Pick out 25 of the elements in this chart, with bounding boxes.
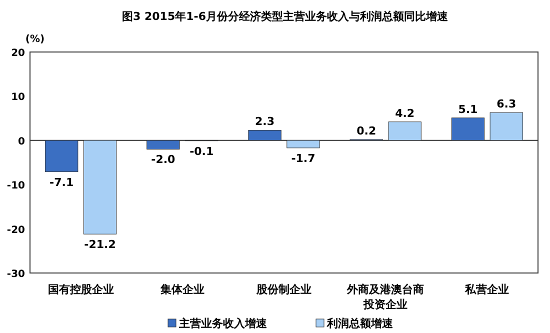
x-tick-label: 私营企业 xyxy=(464,283,510,296)
data-label: 0.2 xyxy=(356,124,376,138)
data-label: 6.3 xyxy=(496,98,516,111)
y-tick-label: -10 xyxy=(6,180,26,192)
legend-label: 主营业务收入增速 xyxy=(178,317,268,330)
data-label: -2.0 xyxy=(151,153,176,166)
data-label: 2.3 xyxy=(255,115,275,128)
data-label: -1.7 xyxy=(291,152,316,165)
y-tick-label: 20 xyxy=(11,48,26,59)
data-label: 4.2 xyxy=(395,106,415,120)
y-axis-title: (%) xyxy=(25,34,45,45)
y-tick-label: 0 xyxy=(18,136,26,148)
x-tick-label: 股份制企业 xyxy=(256,283,312,296)
legend-label: 利润总额增速 xyxy=(326,317,394,330)
y-tick-label: 10 xyxy=(11,92,26,104)
y-tick-label: -20 xyxy=(6,224,26,236)
chart-title: 图3 2015年1-6月份分经济类型主营业务收入与利润总额同比增速 xyxy=(122,10,449,23)
data-label: -21.2 xyxy=(84,238,116,252)
x-tick-label: 国有控股企业 xyxy=(48,283,114,296)
data-label: -7.1 xyxy=(50,176,74,189)
x-tick-label: 集体企业 xyxy=(159,283,204,296)
data-label: -0.1 xyxy=(190,144,214,158)
y-tick-label: -30 xyxy=(6,269,26,280)
data-label: 5.1 xyxy=(458,102,478,116)
x-tick-label: 外商及港澳台商投资企业 xyxy=(346,283,424,311)
